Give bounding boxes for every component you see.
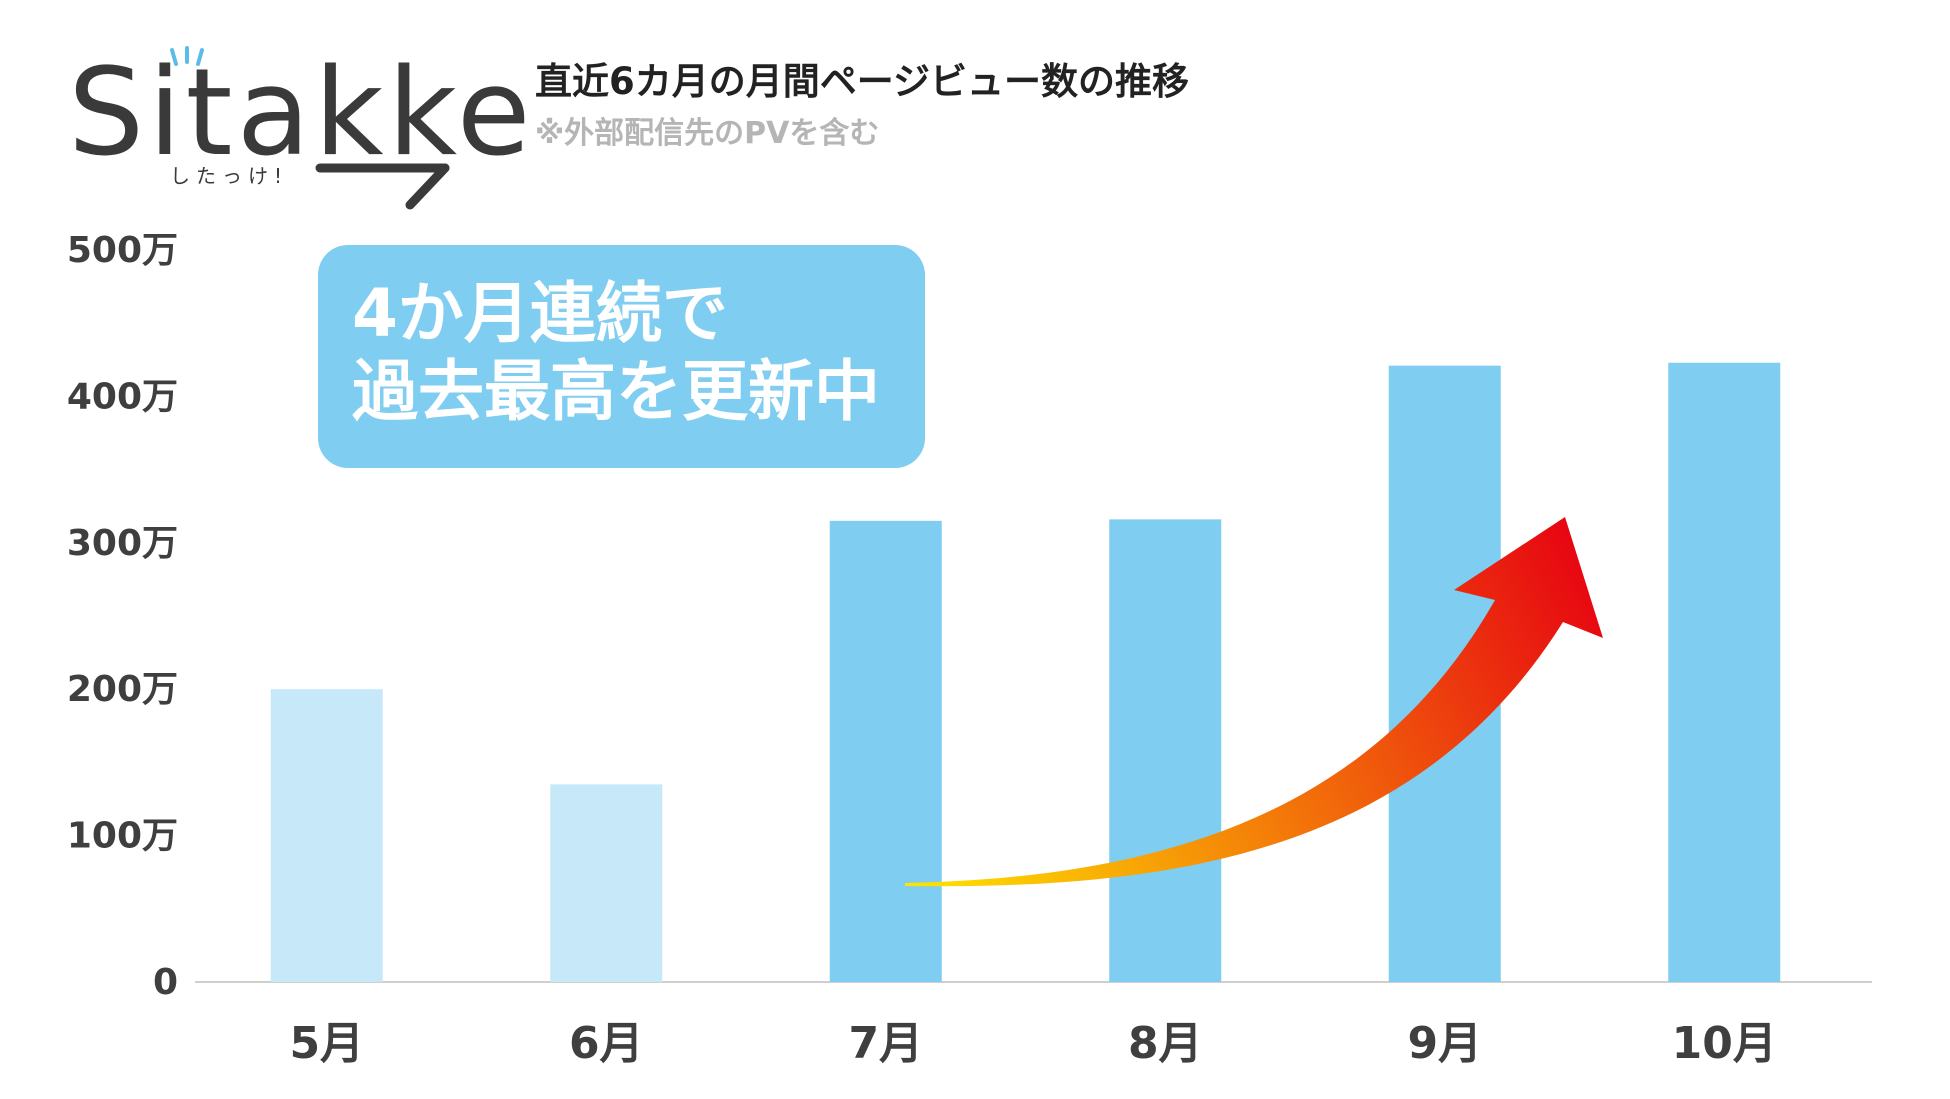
bar-3: [829, 520, 942, 982]
y-tick-label: 200万: [67, 669, 178, 710]
x-axis: 5月 6月 7月 8月 9月 10月: [289, 1018, 1776, 1069]
bar-6: [1668, 362, 1781, 982]
x-tick-label: 8月: [1128, 1018, 1203, 1069]
x-tick-label: 6月: [569, 1018, 644, 1069]
upward-arrow: [905, 517, 1603, 887]
logo: Sitakke したっけ!: [60, 40, 531, 220]
logo-wordmark: Sitakke: [68, 44, 535, 183]
bar-2: [550, 784, 663, 982]
y-axis: 0 100万 200万 300万 400万 500万: [67, 230, 178, 1003]
y-tick-label: 400万: [67, 376, 178, 417]
y-tick-label: 0: [153, 962, 178, 1003]
y-tick-label: 300万: [67, 523, 178, 564]
y-tick-label: 500万: [67, 230, 178, 271]
x-tick-label: 9月: [1407, 1018, 1482, 1069]
x-tick-label: 10月: [1672, 1018, 1777, 1069]
y-tick-label: 100万: [67, 816, 178, 857]
page-note: ※外部配信先のPVを含む: [535, 116, 880, 152]
bar-1: [270, 689, 383, 982]
page-title: 直近6カ月の月間ページビュー数の推移: [535, 60, 1190, 103]
logo-underline-graphic: [170, 46, 450, 210]
callout-line1: 4か月連続で: [352, 275, 728, 352]
logo-tagline: したっけ!: [170, 164, 289, 188]
x-tick-label: 5月: [289, 1018, 364, 1069]
header: 直近6カ月の月間ページビュー数の推移 ※外部配信先のPVを含む: [535, 60, 1189, 152]
highlight-callout: 4か月連続で 過去最高を更新中: [318, 245, 925, 468]
bar-4: [1109, 519, 1222, 982]
x-tick-label: 7月: [848, 1018, 923, 1069]
callout-line2: 過去最高を更新中: [352, 352, 880, 430]
